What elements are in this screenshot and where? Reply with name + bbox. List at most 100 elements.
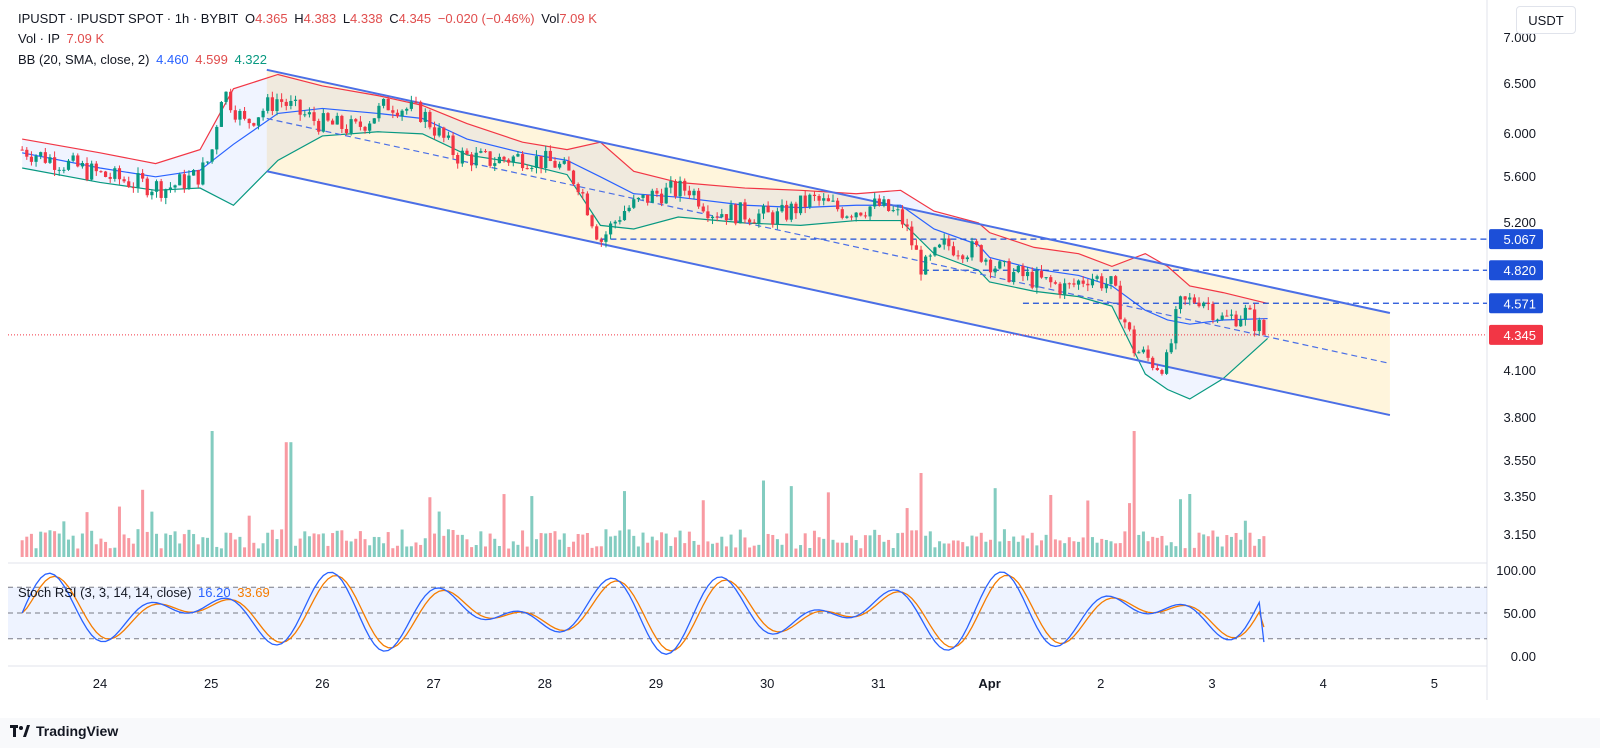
candle-body [131, 187, 135, 189]
volume-bar [850, 535, 854, 557]
volume-bar [326, 545, 330, 557]
volume-bar [502, 494, 506, 557]
candle-body [62, 169, 66, 171]
candle-body [1253, 309, 1257, 332]
volume-bar [854, 540, 858, 557]
candle-body [993, 268, 997, 273]
candle-body [442, 127, 446, 138]
regression-channel[interactable] [266, 68, 1391, 417]
candle-body [1076, 280, 1081, 285]
candle-body [859, 212, 863, 216]
volume-bar [706, 541, 710, 557]
volume-bar [493, 538, 497, 557]
volume-bar [775, 539, 779, 557]
candle-body [738, 202, 742, 224]
volume-bar [1160, 535, 1164, 557]
volume-bar [1202, 534, 1206, 557]
volume-bar [539, 533, 543, 557]
volume-bar [618, 530, 622, 557]
candle-body [743, 202, 747, 220]
candle-body [456, 154, 460, 164]
volume-bar [108, 548, 112, 557]
volume-bar [1229, 536, 1233, 557]
volume-bar [1151, 536, 1155, 557]
volume-bar [196, 544, 200, 557]
time-tick-label: Apr [978, 676, 1000, 691]
currency-button[interactable]: USDT [1516, 6, 1576, 34]
volume-bar [1137, 534, 1141, 557]
symbol-legend[interactable]: IPUSDT · IPUSDT SPOT · 1h · BYBIT O4.365… [18, 10, 600, 28]
candle-body [247, 118, 251, 124]
volume-bar [1104, 539, 1108, 557]
stoch-tick-label: 0.00 [1511, 649, 1536, 664]
candle-body [178, 174, 182, 186]
volume-bar [1086, 500, 1090, 557]
tradingview-logo[interactable]: TradingView [10, 723, 118, 739]
time-tick-label: 5 [1431, 676, 1438, 691]
candle-body [1030, 271, 1034, 288]
volume-bar [1128, 503, 1132, 557]
candle-body [919, 249, 923, 275]
bb-fill [22, 74, 1268, 399]
low-value: 4.338 [350, 11, 383, 26]
volume-bar [868, 535, 872, 557]
time-tick-label: 24 [93, 676, 107, 691]
candle-body [1044, 277, 1048, 279]
volume-bar [609, 536, 613, 557]
volume-bar [789, 486, 793, 557]
volume-bar [836, 542, 840, 557]
volume-legend[interactable]: Vol · IP 7.09 K [18, 30, 107, 48]
candle-body [1095, 276, 1099, 279]
volume-bar [581, 534, 585, 557]
candle-body [836, 200, 840, 210]
volume-bar [516, 544, 520, 557]
volume-bar [155, 533, 159, 557]
volume-bar [896, 533, 900, 557]
candle-body [307, 112, 312, 115]
candle-body [242, 110, 247, 119]
volume-bar [201, 537, 205, 557]
bb-legend[interactable]: BB (20, SMA, close, 2) 4.460 4.599 4.322 [18, 51, 270, 69]
volume-bar [720, 536, 724, 557]
candle-body [1178, 296, 1183, 310]
volume-bar [275, 539, 279, 557]
time-axis[interactable]: 24 25 26 27 28 29 30 31 Apr 2 3 4 5 [93, 676, 1438, 691]
volume-bar [956, 540, 960, 557]
candle-body [831, 200, 835, 202]
volume-bar [442, 535, 446, 557]
candle-body [803, 195, 807, 207]
volume-bar [1183, 548, 1187, 557]
volume-bar [354, 538, 358, 557]
stoch-k-line [21, 571, 1265, 655]
brand-name: TradingView [36, 723, 119, 739]
volume-bar [910, 530, 914, 557]
volume-bar [900, 532, 904, 557]
price-axis[interactable]: 7.0006.5006.0005.6005.2004.1003.8003.550… [1496, 30, 1536, 664]
volume-bar [534, 539, 538, 557]
candle-body [479, 151, 483, 153]
volume-bar [363, 539, 367, 557]
candle-body [270, 97, 274, 111]
candle-body [108, 176, 112, 179]
candle-body [312, 112, 316, 121]
candle-body [951, 246, 956, 256]
volume-bar [321, 533, 325, 557]
vol-label: Vol [541, 11, 560, 26]
candle-body [646, 194, 650, 203]
volume-bar [1206, 536, 1210, 557]
volume-bar [604, 529, 608, 557]
candle-body [734, 204, 738, 224]
stoch-rsi-legend[interactable]: Stoch RSI (3, 3, 14, 14, close) 16.20 33… [18, 584, 273, 602]
volume-bar [1118, 543, 1122, 557]
volume-bar [599, 546, 603, 557]
candle-body [326, 113, 330, 121]
candle-body [66, 160, 71, 170]
volume-bar [1049, 494, 1053, 557]
candle-body [103, 171, 108, 177]
candle-body [599, 239, 603, 242]
footer-bar [0, 718, 1600, 748]
volume-bar [497, 546, 501, 557]
volume-bar [1192, 547, 1196, 557]
candle-body [882, 199, 886, 206]
